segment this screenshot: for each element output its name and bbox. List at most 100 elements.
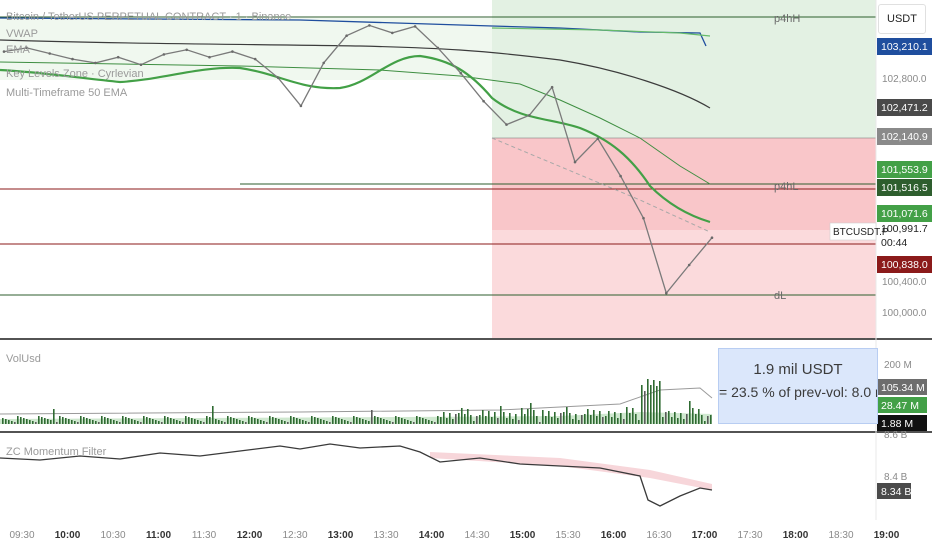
upper-zone-green	[492, 0, 876, 138]
price-tag-bg	[877, 256, 932, 273]
volume-bar	[515, 414, 517, 424]
volume-bar	[65, 418, 67, 424]
price-point	[619, 174, 622, 178]
volume-bar	[692, 408, 694, 424]
volume-bar	[278, 419, 280, 424]
volume-bar	[158, 421, 160, 424]
fast-ema-line	[0, 54, 711, 224]
volume-bar	[227, 416, 229, 424]
volume-bar	[263, 421, 265, 424]
volume-bar	[149, 418, 151, 424]
volume-bar	[71, 420, 73, 424]
volume-bar	[503, 412, 505, 424]
time-axis[interactable]: 09:30 10:00 10:30 11:00 11:30 12:00 12:30 13:00…	[9, 530, 899, 541]
ema-line-light	[491, 27, 711, 37]
volume-bar	[329, 422, 331, 424]
volume-bar	[608, 411, 610, 424]
volume-tooltip: 1.9 mil USDT = 23.5 % of prev-vol: 8.0 m	[718, 348, 878, 424]
volume-bar	[152, 419, 154, 424]
volume-bar	[569, 413, 571, 424]
price-point	[2, 50, 6, 53]
volume-bar	[482, 410, 484, 424]
price-tag-bg	[877, 99, 932, 116]
price-point	[550, 85, 554, 89]
volume-bar	[146, 417, 148, 424]
volume-bar	[116, 421, 118, 424]
momentum-pane: ZC Momentum Filter 8.6 B 8.4 B	[0, 430, 908, 507]
time-tick: 09:30	[9, 530, 34, 541]
volume-bar	[422, 418, 424, 424]
volume-bar	[521, 408, 523, 424]
volume-bar	[476, 416, 478, 424]
time-tick: 17:00	[692, 530, 718, 541]
volume-bar	[428, 420, 430, 424]
volume-bar	[5, 419, 7, 424]
price-point	[94, 61, 97, 65]
price-point	[253, 57, 257, 61]
volume-bar	[518, 420, 520, 424]
legend-line-1[interactable]: VWAP	[6, 28, 38, 40]
volume-tag-last: 1.88 M	[881, 418, 913, 430]
volume-bar	[35, 422, 37, 424]
volume-bar	[398, 417, 400, 424]
volume-bar	[290, 416, 292, 424]
legend-symbol[interactable]: Bitcoin / TetherUS PERPETUAL CONTRACT · …	[6, 11, 291, 23]
legend-line-3[interactable]: Key Levels Zone · Cyrlevian	[6, 68, 144, 80]
volume-bar	[443, 412, 445, 424]
price-tag-vwap: 103,210.1	[881, 41, 928, 53]
volume-bar	[536, 416, 538, 424]
volume-bar	[437, 416, 439, 424]
currency-button[interactable]: USDT	[878, 4, 926, 34]
volume-bar	[269, 416, 271, 424]
volume-bar	[392, 422, 394, 424]
price-point	[436, 46, 440, 50]
price-point	[391, 31, 394, 35]
volume-bar	[401, 418, 403, 424]
price-tag-bg	[877, 179, 932, 196]
legend-line-2[interactable]: EMA	[6, 44, 31, 56]
volume-bar	[602, 417, 604, 424]
price-tick: 102,800.0	[882, 74, 927, 85]
volume-bar	[383, 419, 385, 424]
volume-bar	[320, 419, 322, 424]
volume-bar	[200, 421, 202, 424]
level-label-p4hH: p4hH	[774, 13, 800, 25]
volume-bar	[674, 412, 676, 424]
price-axis[interactable]: 102,800.0 100,400.0 100,000.0	[882, 74, 927, 319]
volume-bar	[455, 414, 457, 424]
time-tick: 17:30	[737, 530, 762, 541]
volume-bar	[341, 419, 343, 424]
price-point	[25, 46, 29, 50]
price-point	[185, 48, 188, 52]
volume-bar	[128, 418, 130, 424]
price-tag-zone-top: 102,140.9	[881, 131, 928, 143]
momentum-band	[430, 452, 712, 490]
slow-ema-line	[0, 39, 711, 109]
volume-bar	[8, 420, 10, 424]
volume-bar	[203, 422, 205, 424]
lower-zone-pink	[492, 230, 876, 338]
volume-bar	[209, 417, 211, 424]
price-point	[528, 114, 531, 117]
volume-bar	[179, 421, 181, 424]
volume-bar	[344, 420, 346, 424]
legend-line-4[interactable]: Multi-Timeframe 50 EMA	[6, 87, 128, 99]
time-tick: 14:30	[464, 530, 489, 541]
volume-bar	[44, 418, 46, 424]
price-point	[48, 52, 51, 55]
volume-bar	[425, 419, 427, 424]
volume-bar	[2, 418, 4, 424]
time-tick: 16:00	[601, 530, 627, 541]
price-point	[345, 34, 348, 37]
volume-bar	[506, 418, 508, 424]
price-point	[665, 291, 668, 295]
volume-bar	[53, 409, 55, 424]
volume-bar	[644, 391, 646, 424]
volume-bar	[221, 421, 223, 424]
volume-bar	[551, 417, 553, 424]
price-point	[322, 61, 326, 65]
volume-bar	[281, 420, 283, 424]
chart-legend[interactable]: Bitcoin / TetherUS PERPETUAL CONTRACT · …	[6, 11, 291, 99]
volume-bar	[557, 418, 559, 424]
